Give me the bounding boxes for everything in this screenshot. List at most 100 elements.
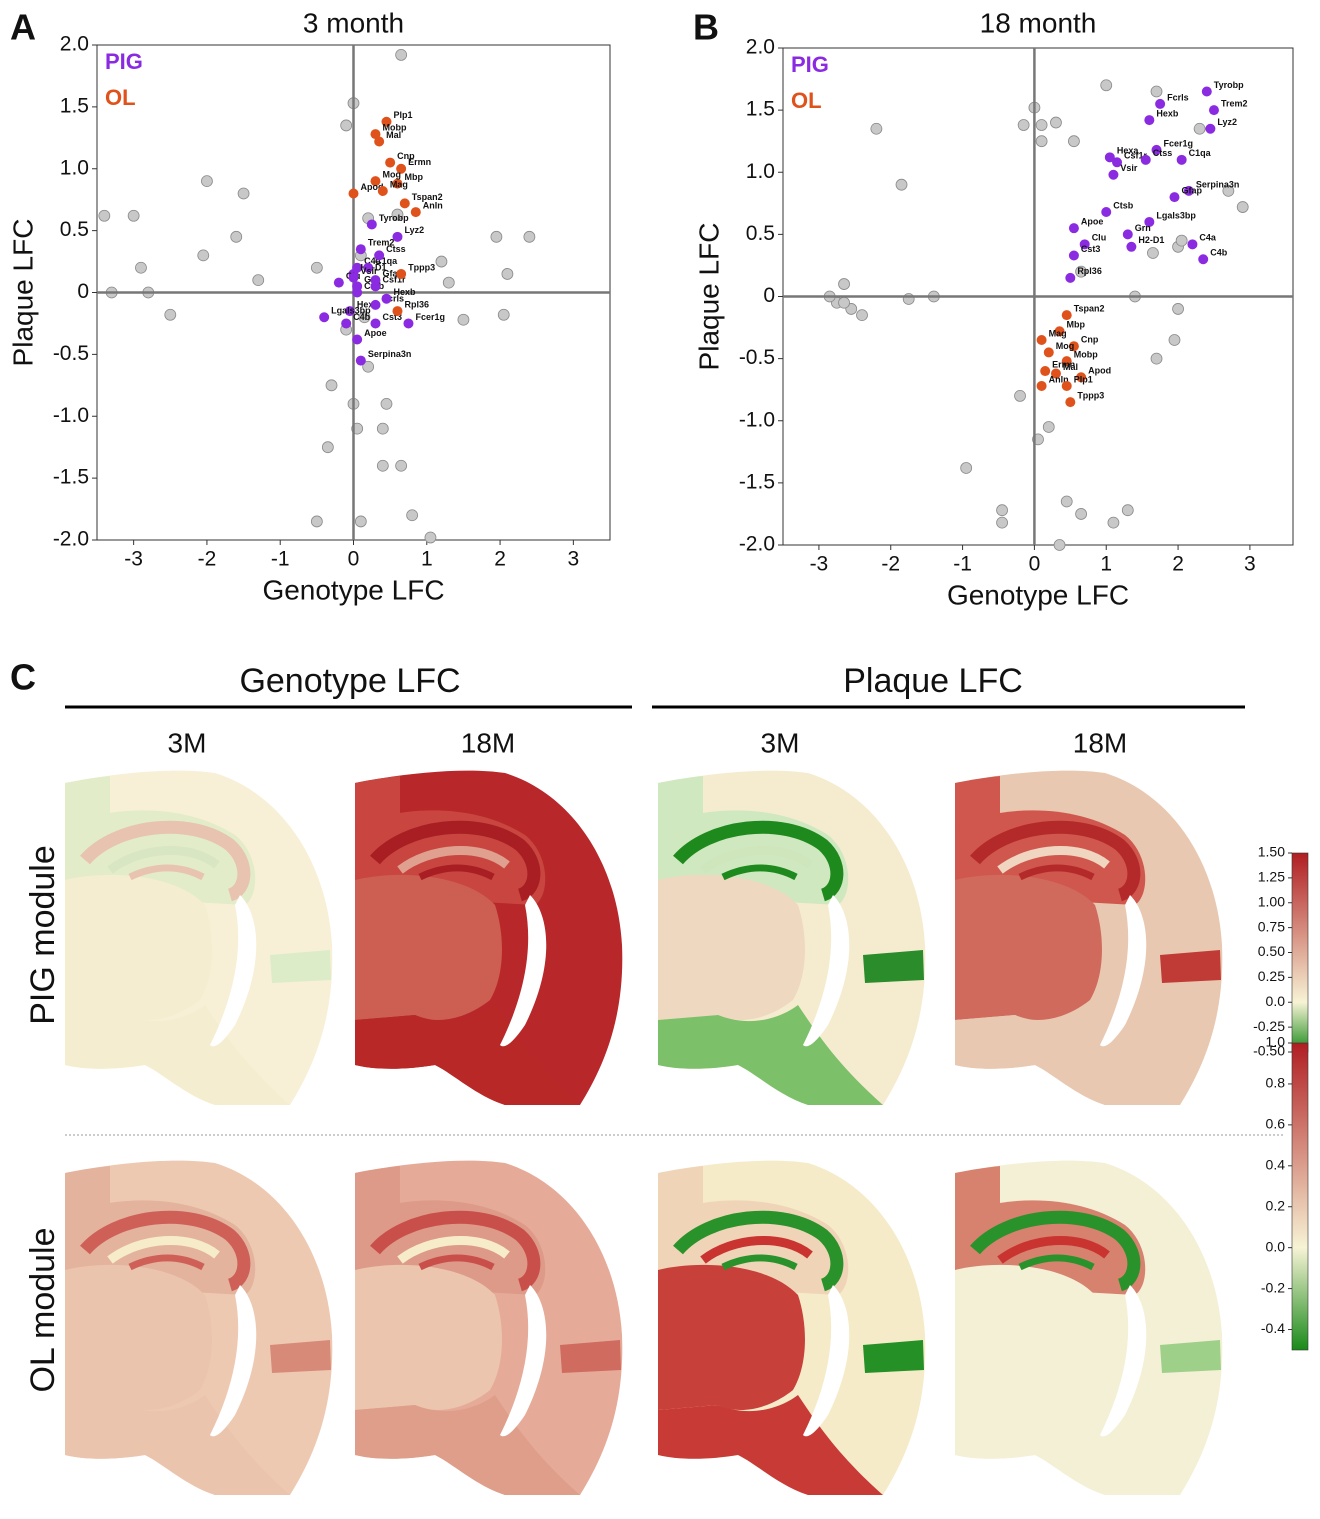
background-point bbox=[497, 308, 510, 321]
y-tick-label: 2.0 bbox=[60, 33, 89, 56]
background-point bbox=[310, 261, 323, 274]
background-point bbox=[310, 515, 323, 528]
data-point bbox=[363, 262, 374, 273]
colorbar bbox=[1291, 852, 1309, 1053]
point-label: Cst3 bbox=[1081, 244, 1101, 254]
background-point bbox=[1068, 135, 1080, 148]
background-point bbox=[395, 459, 408, 472]
legend-entry: OL bbox=[791, 88, 822, 113]
background-point bbox=[1014, 389, 1026, 402]
background-point bbox=[960, 462, 973, 474]
point-label: Tppp3 bbox=[408, 262, 435, 272]
point-label: Vsir bbox=[361, 266, 379, 276]
data-point bbox=[410, 207, 421, 218]
background-point bbox=[1168, 334, 1181, 346]
background-point bbox=[1236, 201, 1249, 213]
point-label: Mal bbox=[386, 130, 401, 140]
point-label: Apoe bbox=[364, 328, 387, 338]
data-point bbox=[396, 268, 407, 279]
point-label: Mobp bbox=[1074, 349, 1098, 359]
background-point bbox=[856, 309, 868, 322]
point-label: Mbp bbox=[1067, 320, 1086, 330]
background-point bbox=[237, 187, 250, 200]
data-point bbox=[1065, 272, 1076, 283]
background-point bbox=[406, 509, 419, 522]
x-axis-label: Genotype LFC bbox=[947, 579, 1129, 610]
data-point bbox=[341, 318, 352, 329]
colorbar-tick-label: 0.25 bbox=[1258, 968, 1285, 984]
group-header: Genotype LFC bbox=[239, 662, 460, 700]
colorbar-tick-label: 1.0 bbox=[1266, 1034, 1286, 1050]
point-label: Mog bbox=[1056, 341, 1075, 351]
background-point bbox=[1050, 116, 1062, 129]
y-tick-label: 0.5 bbox=[746, 222, 775, 245]
data-point bbox=[370, 129, 381, 140]
colorbar-tick-label: 1.50 bbox=[1258, 844, 1285, 860]
x-tick-label: -2 bbox=[881, 553, 900, 576]
data-point bbox=[1068, 250, 1079, 261]
data-point bbox=[1079, 239, 1090, 250]
brain-map bbox=[355, 770, 623, 1105]
row-label: PIG module bbox=[24, 845, 62, 1025]
y-axis-label: Plaque LFC bbox=[693, 223, 724, 371]
point-label: Cnp bbox=[1081, 335, 1099, 345]
data-point bbox=[1198, 254, 1209, 265]
data-point bbox=[1151, 144, 1162, 155]
point-label: Mog bbox=[382, 170, 401, 180]
x-tick-label: -2 bbox=[198, 548, 217, 571]
point-label: C4a bbox=[1199, 233, 1217, 243]
group-header: Plaque LFC bbox=[843, 662, 1023, 700]
data-point bbox=[1101, 207, 1112, 218]
y-tick-label: -0.5 bbox=[739, 346, 775, 369]
background-point bbox=[1150, 85, 1163, 98]
data-point bbox=[1208, 105, 1219, 116]
point-label: Csf1r bbox=[1124, 151, 1148, 161]
background-point bbox=[1175, 234, 1188, 247]
background-point bbox=[98, 209, 111, 222]
y-tick-label: -2.0 bbox=[739, 533, 775, 556]
colorbar-tick-label: 0.75 bbox=[1258, 918, 1285, 934]
data-point bbox=[1126, 241, 1137, 252]
background-point bbox=[1193, 122, 1206, 135]
background-point bbox=[490, 230, 503, 243]
data-point bbox=[392, 178, 403, 189]
point-label: Hexa bbox=[1117, 146, 1140, 156]
x-tick-label: 3 bbox=[568, 548, 580, 571]
data-point bbox=[1144, 115, 1155, 126]
point-label: Plp1 bbox=[1074, 374, 1093, 384]
point-label: C4b bbox=[353, 312, 371, 322]
data-point bbox=[348, 272, 359, 283]
data-point bbox=[1108, 169, 1119, 180]
y-tick-label: 0 bbox=[77, 280, 89, 303]
colorbar-tick-label: 0.0 bbox=[1266, 1238, 1286, 1254]
background-point bbox=[164, 308, 177, 321]
data-point bbox=[399, 198, 410, 209]
column-label: 18M bbox=[461, 727, 515, 758]
data-point bbox=[348, 188, 359, 199]
background-point bbox=[201, 175, 213, 188]
data-point bbox=[355, 355, 366, 366]
row-label: OL module bbox=[24, 1227, 62, 1392]
column-label: 3M bbox=[761, 727, 800, 758]
data-point bbox=[1068, 341, 1079, 352]
data-point bbox=[333, 277, 344, 288]
point-label: Rpl36 bbox=[404, 299, 429, 309]
data-point bbox=[374, 136, 385, 147]
point-label: Ctss bbox=[386, 244, 406, 254]
data-point bbox=[1054, 326, 1065, 337]
brain-map bbox=[658, 770, 926, 1105]
point-label: C4b bbox=[1210, 248, 1228, 258]
background-point bbox=[895, 178, 908, 191]
x-axis-label: Genotype LFC bbox=[262, 574, 444, 605]
colorbar-tick-label: -0.25 bbox=[1253, 1018, 1285, 1034]
y-tick-label: 1.0 bbox=[60, 156, 89, 179]
background-point bbox=[1060, 495, 1073, 508]
x-tick-label: 0 bbox=[1029, 553, 1041, 576]
data-point bbox=[385, 157, 396, 168]
background-point bbox=[1075, 508, 1087, 520]
point-label: Grn bbox=[1135, 223, 1151, 233]
point-label: Tyrobp bbox=[1214, 80, 1244, 90]
point-label: Trem2 bbox=[368, 238, 395, 248]
point-label: Gfap bbox=[1181, 185, 1202, 195]
